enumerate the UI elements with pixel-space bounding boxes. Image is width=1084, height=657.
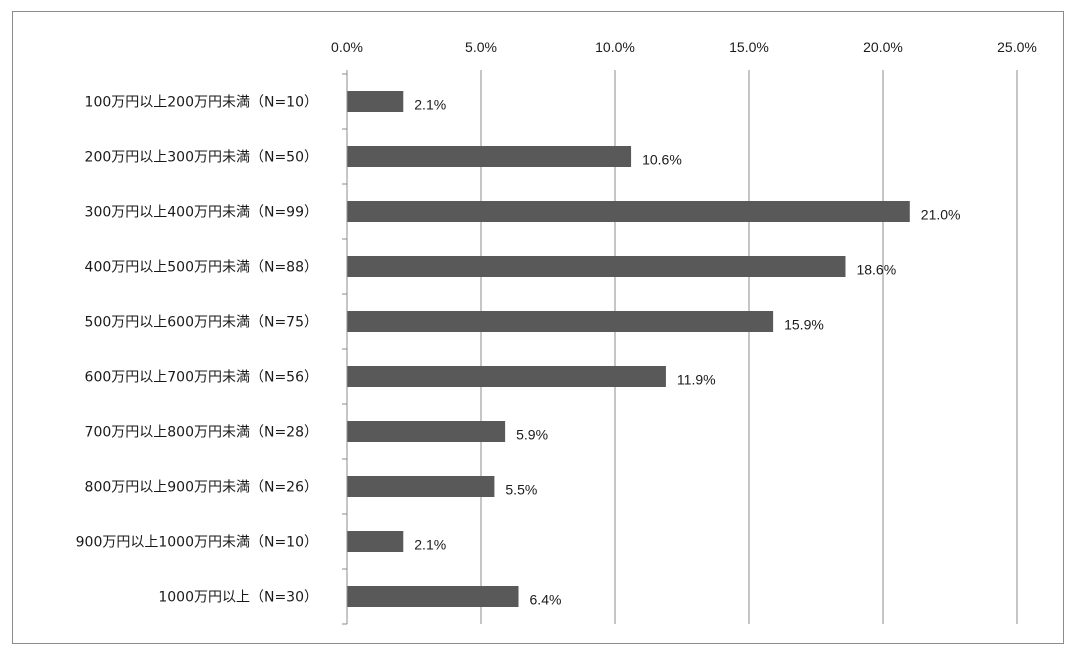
y-axis (342, 73, 348, 625)
category-label: 600万円以上700万円未満（N=56） (85, 370, 318, 386)
bars (347, 91, 910, 607)
x-tick-label: 0.0% (331, 39, 363, 55)
value-labels: 2.1% 10.6% 21.0% 18.6% 15.9% 11.9% 5.9% 5.5% 2.1… (414, 97, 960, 608)
category-label: 900万円以上1000万円未満（N=10） (76, 535, 318, 551)
data-label: 10.6% (642, 152, 682, 168)
category-label: 300万円以上400万円未満（N=99） (85, 205, 318, 221)
bar (347, 531, 404, 552)
category-label: 700万円以上800万円未満（N=28） (85, 425, 318, 441)
x-tick-label: 15.0% (729, 39, 769, 55)
bar (347, 311, 774, 332)
x-tick-label: 20.0% (863, 39, 903, 55)
data-label: 18.6% (856, 262, 896, 278)
x-axis-tick-labels: 0.0% 5.0% 10.0% 15.0% 20.0% 25.0% (331, 39, 1037, 55)
category-label: 800万円以上900万円未満（N=26） (85, 480, 318, 496)
category-label: 400万円以上500万円未満（N=88） (85, 260, 318, 276)
bar (347, 256, 846, 277)
bar (347, 146, 632, 167)
bar (347, 201, 910, 222)
data-label: 21.0% (921, 207, 961, 223)
bar (347, 586, 519, 607)
category-label: 100万円以上200万円未満（N=10） (85, 95, 318, 111)
data-label: 15.9% (784, 317, 824, 333)
bar (347, 91, 404, 112)
data-label: 5.9% (516, 427, 548, 443)
data-label: 2.1% (414, 97, 446, 113)
data-label: 5.5% (505, 482, 537, 498)
data-label: 2.1% (414, 537, 446, 553)
data-label: 6.4% (530, 592, 562, 608)
bar (347, 421, 506, 442)
x-tick-label: 25.0% (997, 39, 1037, 55)
category-label: 200万円以上300万円未満（N=50） (85, 150, 318, 166)
category-label: 500万円以上600万円未満（N=75） (85, 315, 318, 331)
bar (347, 366, 666, 387)
category-labels: 100万円以上200万円未満（N=10） 200万円以上300万円未満（N=50）… (76, 95, 318, 606)
data-label: 11.9% (677, 372, 716, 388)
x-tick-label: 5.0% (465, 39, 497, 55)
category-label: 1000万円以上（N=30） (158, 590, 318, 606)
x-tick-label: 10.0% (595, 39, 635, 55)
bar (347, 476, 495, 497)
